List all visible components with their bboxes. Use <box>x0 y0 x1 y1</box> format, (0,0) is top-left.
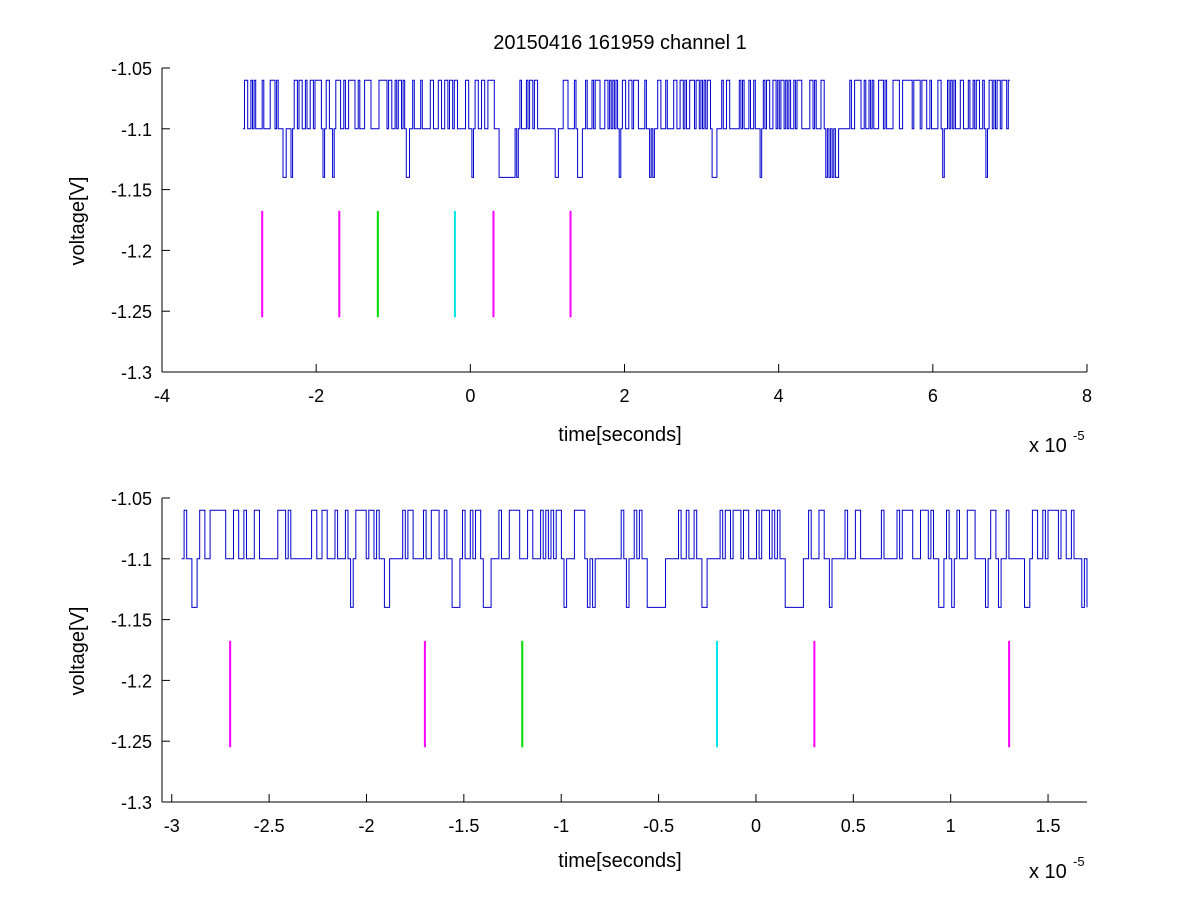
top-y-tick-label: -1.05 <box>111 59 152 79</box>
bottom-x-exponent: x 10 -5 <box>1029 854 1085 883</box>
top-axis-layer <box>161 68 1087 373</box>
bottom-y-axis-label: voltage[V] <box>67 607 89 696</box>
top-x-axis-label: time[seconds] <box>558 424 681 446</box>
top-signal-layer <box>242 79 1010 178</box>
bottom-x-multiplier: x 10 <box>1029 861 1067 883</box>
bottom-y-tick-label: -1.05 <box>111 489 152 509</box>
top-y-tick-label: -1.2 <box>121 241 152 261</box>
bottom-x-axis-label: time[seconds] <box>558 850 681 872</box>
top-x-tick-label: 8 <box>1082 386 1092 406</box>
bottom-x-tick-label: 0.5 <box>841 816 866 836</box>
bottom-y-tick-label: -1.25 <box>111 732 152 752</box>
top-x-tick-label: 6 <box>928 386 938 406</box>
bottom-x-tick-label: 1 <box>946 816 956 836</box>
bottom-signal-line <box>181 509 1088 608</box>
bottom-x-tick-label: -1.5 <box>448 816 479 836</box>
bottom-tick-layer: -3 -2.5 -2 -1.5 -1 -0.5 0 0.5 1 1.5 -1.05 -1.1 -1.15… <box>111 489 1061 836</box>
top-x-tick-label: -2 <box>308 386 324 406</box>
bottom-signal-layer <box>181 509 1088 608</box>
top-x-tick-label: -4 <box>154 386 170 406</box>
bottom-x-tick-label: -2.5 <box>254 816 285 836</box>
bottom-y-tick-label: -1.3 <box>121 793 152 813</box>
top-y-axis-label: voltage[V] <box>67 177 89 266</box>
top-marker-layer <box>261 210 572 318</box>
top-x-tick-label: 0 <box>465 386 475 406</box>
bottom-y-tick-label: -1.1 <box>121 550 152 570</box>
bottom-x-exponent-value: -5 <box>1073 854 1085 869</box>
top-y-tick-label: -1.25 <box>111 302 152 322</box>
top-y-tick-label: -1.1 <box>121 120 152 140</box>
bottom-x-tick-label: 0 <box>751 816 761 836</box>
top-y-tick-label: -1.3 <box>121 363 152 383</box>
top-plot: -4 -2 0 2 4 6 8 -1.05 -1.1 -1.15 -1.2 -1.25 -1.3 tim… <box>67 59 1092 457</box>
top-x-multiplier: x 10 <box>1029 435 1067 457</box>
bottom-x-tick-label: -1 <box>553 816 569 836</box>
bottom-plot: -3 -2.5 -2 -1.5 -1 -0.5 0 0.5 1 1.5 -1.05 -1.1 -1.15… <box>67 489 1088 883</box>
top-x-exponent-value: -5 <box>1073 428 1085 443</box>
bottom-marker-layer <box>229 640 1011 748</box>
top-signal-line <box>242 79 1010 178</box>
bottom-y-tick-label: -1.2 <box>121 671 152 691</box>
top-x-tick-label: 4 <box>774 386 784 406</box>
figure-title: 20150416 161959 channel 1 <box>493 32 747 54</box>
top-x-tick-label: 2 <box>619 386 629 406</box>
bottom-x-tick-label: -2 <box>358 816 374 836</box>
top-y-tick-label: -1.15 <box>111 181 152 201</box>
top-x-exponent: x 10 -5 <box>1029 428 1085 457</box>
bottom-x-tick-label: -3 <box>164 816 180 836</box>
top-tick-layer: -4 -2 0 2 4 6 8 -1.05 -1.1 -1.15 -1.2 -1.25 -1.3 <box>111 59 1092 406</box>
bottom-x-tick-label: 1.5 <box>1036 816 1061 836</box>
bottom-x-tick-label: -0.5 <box>643 816 674 836</box>
bottom-axis-layer <box>161 498 1087 803</box>
bottom-y-tick-label: -1.15 <box>111 611 152 631</box>
